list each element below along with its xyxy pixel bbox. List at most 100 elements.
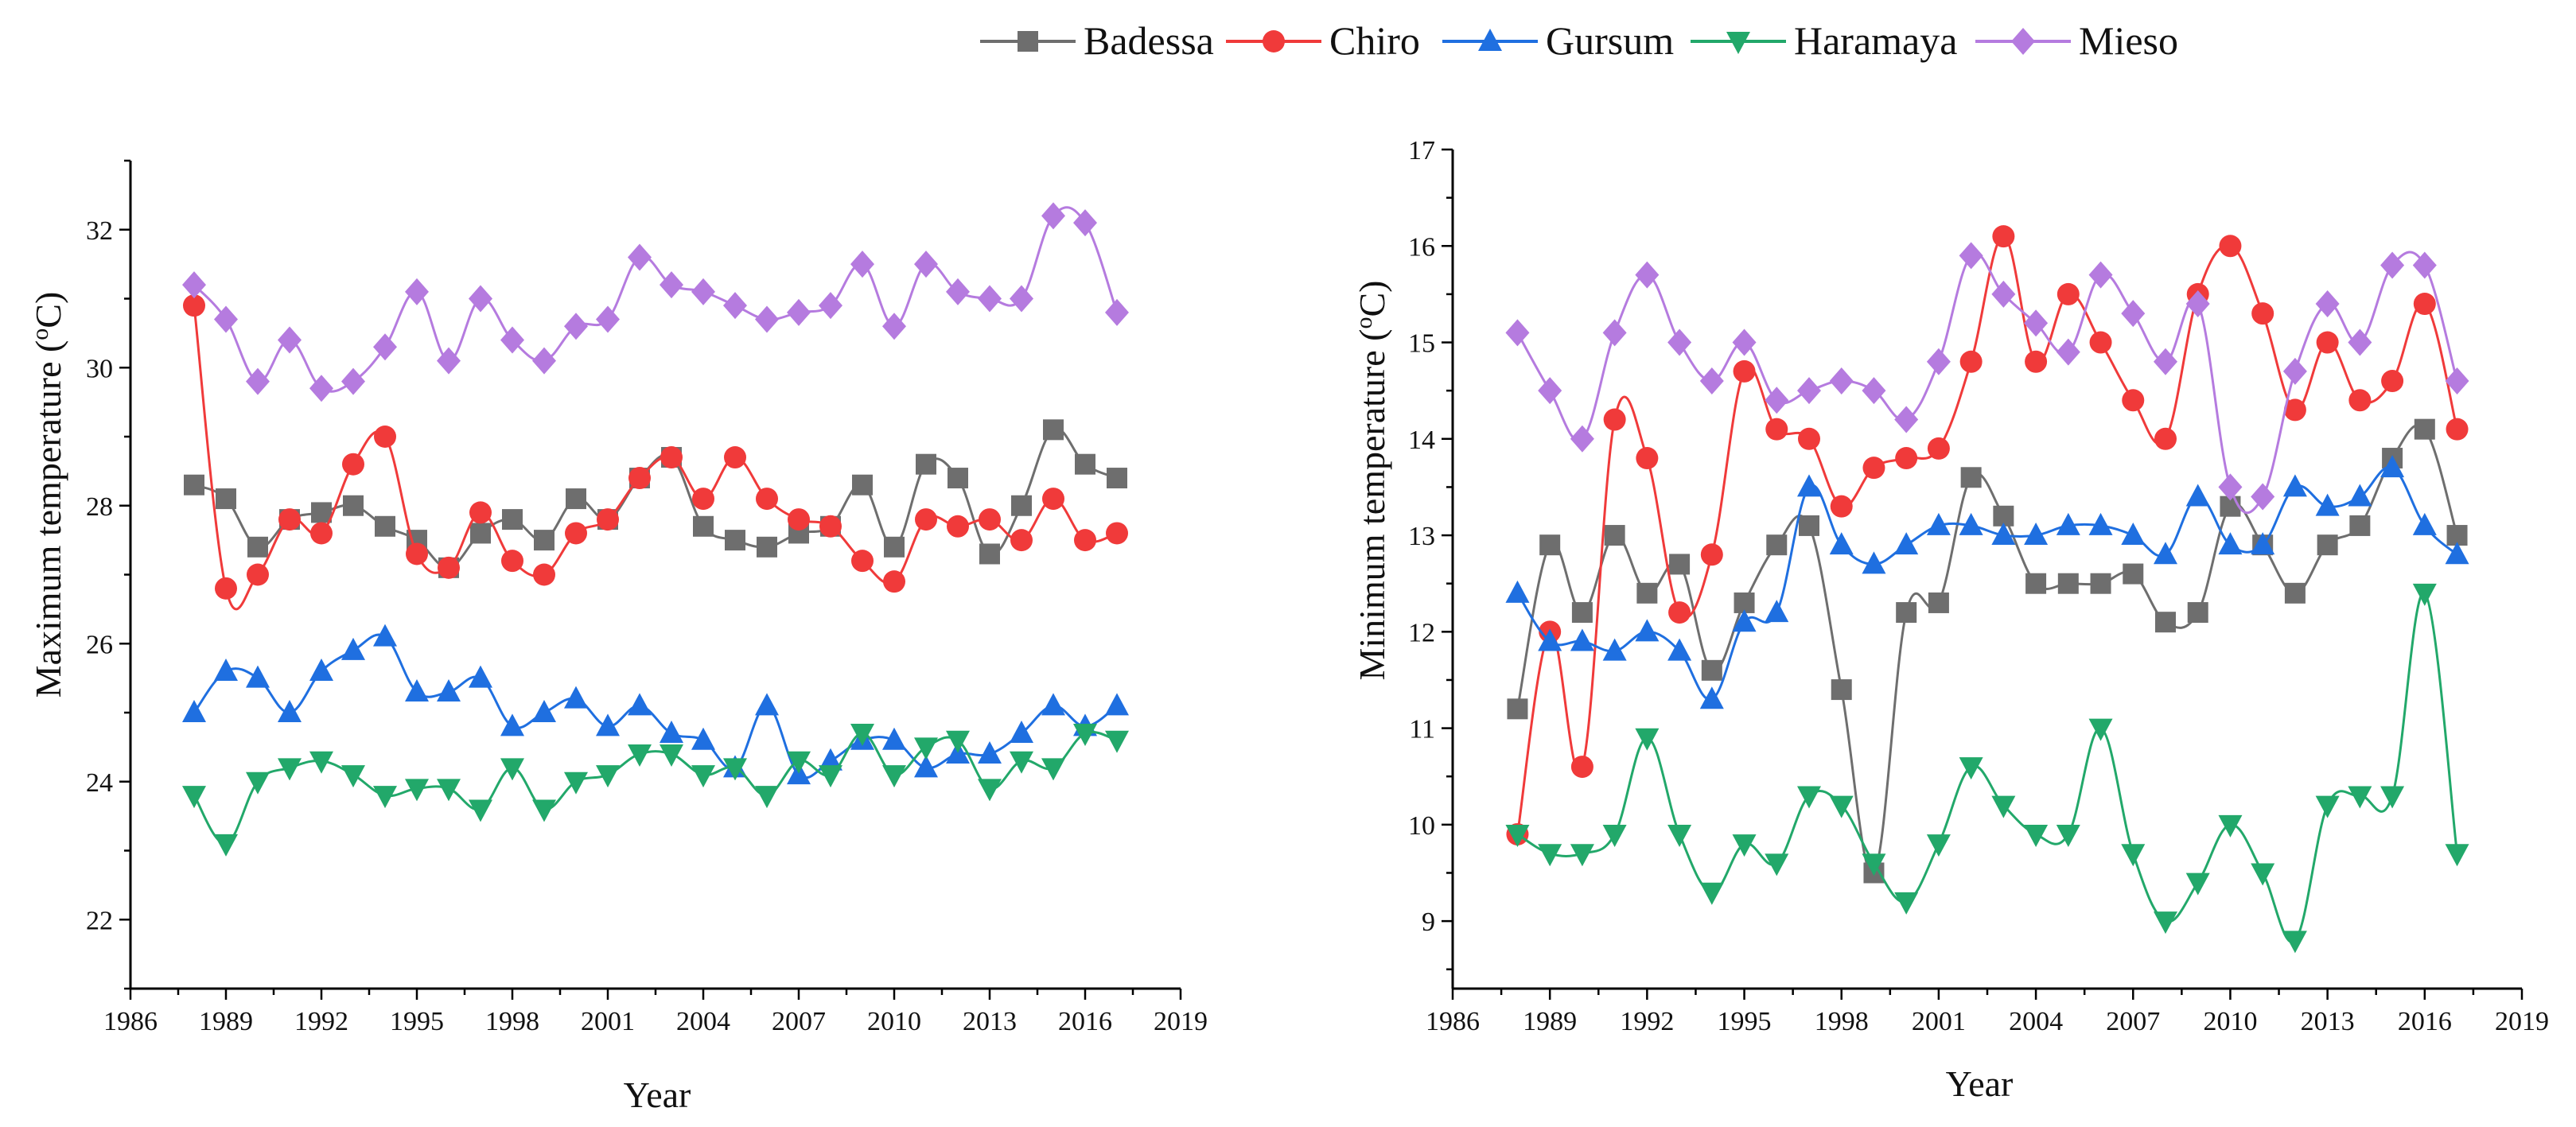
min-temperature-point-chiro <box>2413 293 2436 316</box>
max-temperature-chart: 1986 1989 1992 1995 1998 2001 2004 2007 2010 2013… <box>27 159 1208 1115</box>
min-temperature-point-mieso <box>1894 406 1919 433</box>
min-temperature-point-badessa <box>2025 573 2047 594</box>
max-temperature-axes <box>129 161 1181 990</box>
min-temperature-point-gursum <box>1959 512 1983 535</box>
max-temperature-point-haramaya <box>373 786 397 809</box>
legend-label-gursum: Gursum <box>1546 18 1674 63</box>
max-temperature-point-mieso <box>882 313 906 340</box>
max-temperature-point-haramaya <box>341 765 365 788</box>
min-temperature-point-mieso <box>1765 387 1789 414</box>
min-temperature-series-gursum <box>1505 455 2469 709</box>
max-temperature-point-mieso <box>341 367 365 395</box>
max-temperature-x-axis-title: Year <box>624 1075 691 1115</box>
min-temperature-point-gursum <box>2445 542 2469 565</box>
max-temperature-point-haramaya <box>469 799 492 822</box>
min-temperature-point-gursum <box>2185 484 2210 507</box>
min-temperature-point-haramaya <box>2380 786 2405 809</box>
min-temperature-point-haramaya <box>1894 892 1919 915</box>
max-temperature-point-chiro <box>469 501 492 524</box>
max-temperature-x-tick-label: 2013 <box>963 1007 1017 1036</box>
min-temperature-point-haramaya <box>1959 757 1983 780</box>
min-temperature-point-haramaya <box>1505 824 1530 847</box>
min-temperature-point-badessa <box>1960 467 1982 488</box>
min-temperature-x-tick-label: 2013 <box>2301 1007 2355 1036</box>
min-temperature-point-chiro <box>2316 331 2339 354</box>
min-temperature-point-mieso <box>1667 328 1692 356</box>
max-temperature-point-haramaya <box>182 786 206 809</box>
min-temperature-y-tick-label: 12 <box>1408 618 1435 647</box>
max-temperature-point-mieso <box>787 298 811 326</box>
min-temperature-point-mieso <box>2154 348 2177 375</box>
max-temperature-point-haramaya <box>723 758 747 781</box>
min-temperature-point-chiro <box>1700 543 1723 566</box>
max-temperature-point-haramaya <box>309 751 333 774</box>
min-temperature-point-haramaya <box>1635 728 1660 751</box>
max-temperature-point-badessa <box>375 515 395 537</box>
min-temperature-axes <box>1451 150 2522 990</box>
min-temperature-point-haramaya <box>2445 844 2469 867</box>
max-temperature-y-tick-label: 28 <box>86 492 113 522</box>
max-temperature-y-tick-label: 30 <box>86 354 113 383</box>
min-temperature-point-haramaya <box>1732 834 1757 857</box>
max-temperature-point-mieso <box>469 285 492 313</box>
min-temperature-point-badessa <box>1831 679 1852 701</box>
max-temperature-point-haramaya <box>500 758 524 781</box>
max-temperature-point-haramaya <box>628 744 652 768</box>
min-temperature-x-tick-label: 2016 <box>2398 1007 2452 1036</box>
min-temperature-point-haramaya <box>1926 834 1951 857</box>
max-temperature-point-haramaya <box>1041 758 1065 781</box>
min-temperature-point-chiro <box>2219 235 2242 258</box>
max-temperature-point-gursum <box>182 700 206 722</box>
min-temperature-point-badessa <box>1799 515 1819 536</box>
max-temperature-point-chiro <box>310 522 333 545</box>
max-temperature-point-haramaya <box>1105 730 1129 753</box>
max-temperature-point-haramaya <box>1010 751 1033 774</box>
legend-item-gursum: Gursum <box>1442 18 1674 63</box>
max-temperature-point-haramaya <box>1073 724 1097 747</box>
min-temperature-point-chiro <box>1959 350 1983 373</box>
max-temperature-point-chiro <box>247 563 269 586</box>
min-temperature-point-chiro <box>1765 418 1788 441</box>
min-temperature-point-gursum <box>1538 628 1562 651</box>
min-temperature-point-haramaya <box>2024 824 2049 847</box>
min-temperature-y-tick-label: 14 <box>1408 426 1435 455</box>
max-temperature-point-gursum <box>819 748 842 771</box>
min-temperature-chart: 1986 1989 1992 1995 1998 2001 2004 2007 2010 2013… <box>1351 136 2549 1104</box>
max-temperature-point-badessa <box>566 488 586 510</box>
min-temperature-point-mieso <box>1602 319 1627 347</box>
min-temperature-point-chiro <box>2446 418 2469 441</box>
max-temperature-point-gursum <box>246 665 270 688</box>
min-temperature-point-haramaya <box>1538 844 1562 867</box>
min-temperature-point-badessa <box>1604 525 1625 546</box>
max-temperature-point-haramaya <box>850 724 874 747</box>
max-temperature-point-haramaya <box>882 765 906 788</box>
min-temperature-point-haramaya <box>2185 872 2210 896</box>
min-temperature-point-mieso <box>2056 338 2080 366</box>
max-temperature-point-gursum <box>564 686 588 709</box>
min-temperature-point-badessa <box>1701 659 1722 681</box>
max-temperature-point-badessa <box>1075 453 1095 475</box>
min-temperature-point-gursum <box>1732 609 1757 632</box>
min-temperature-point-haramaya <box>1602 824 1627 847</box>
max-temperature-point-chiro <box>1106 522 1128 545</box>
min-temperature-point-chiro <box>1668 601 1691 624</box>
max-temperature-point-chiro <box>501 550 523 573</box>
min-temperature-point-badessa <box>1539 534 1561 556</box>
max-temperature-point-gursum <box>1041 693 1065 716</box>
max-temperature-point-mieso <box>1010 285 1033 313</box>
min-temperature-point-gursum <box>1667 638 1692 661</box>
min-temperature-y-tick-label: 10 <box>1408 811 1435 841</box>
max-temperature-point-haramaya <box>564 771 588 795</box>
min-temperature-series-haramaya <box>1505 583 2469 954</box>
max-temperature-point-badessa <box>184 474 204 495</box>
max-temperature-point-chiro <box>278 508 301 531</box>
max-temperature-point-gursum <box>309 658 333 681</box>
min-temperature-x-tick-label: 2001 <box>1912 1007 1966 1036</box>
min-temperature-point-mieso <box>1732 328 1757 356</box>
max-temperature-x-tick-label: 2010 <box>867 1007 921 1036</box>
min-temperature-point-haramaya <box>2121 844 2146 867</box>
max-temperature-point-gursum <box>660 721 683 744</box>
min-temperature-x-tick-label: 2010 <box>2203 1007 2257 1036</box>
legend-label-badessa: Badessa <box>1084 18 1214 63</box>
